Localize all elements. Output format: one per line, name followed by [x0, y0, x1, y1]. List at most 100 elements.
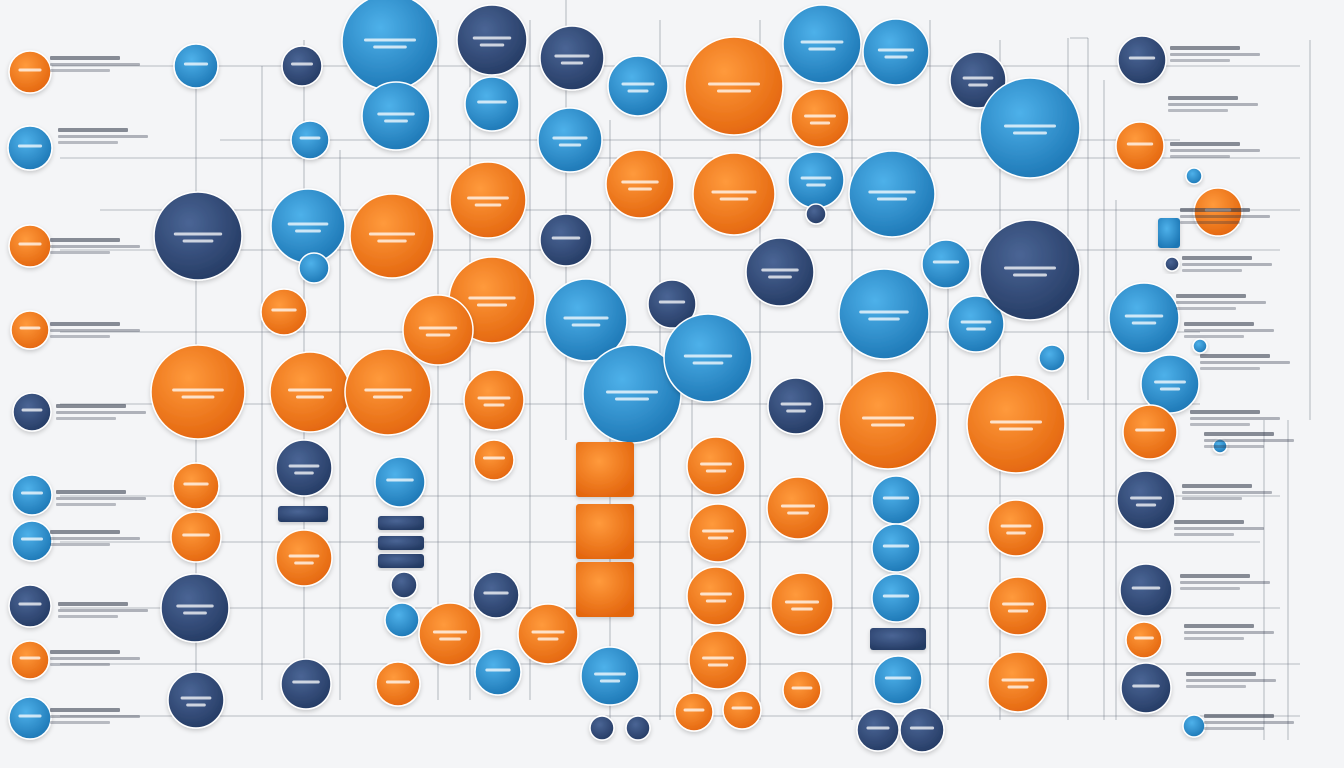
node-circle [873, 655, 923, 705]
annotation-text-placeholder [1168, 96, 1238, 100]
node-circle [167, 671, 225, 729]
diagram-node [782, 4, 862, 84]
annotation-text-placeholder [1170, 46, 1240, 50]
node-circle [160, 573, 230, 643]
node-circle [344, 348, 432, 436]
node-circle [871, 573, 921, 623]
annotation-text-placeholder [1190, 410, 1260, 414]
annotation-text-placeholder [1204, 445, 1264, 448]
diagram-node [871, 523, 921, 573]
node-label-placeholder [1004, 266, 1056, 270]
node-label-placeholder [1004, 124, 1056, 128]
annotation-text-placeholder [50, 329, 140, 332]
diagram-node [862, 18, 930, 86]
node-label-placeholder [1135, 428, 1165, 432]
diagram-node [966, 374, 1066, 474]
node-circle [805, 203, 827, 225]
node-label-placeholder [791, 686, 813, 690]
annotation-text-placeholder [1176, 294, 1246, 298]
node-label-placeholder [182, 239, 214, 243]
node-label-placeholder [299, 136, 321, 140]
annotation-text-placeholder [1176, 301, 1266, 304]
annotation-text-placeholder [50, 721, 110, 724]
annotation-text-placeholder [1182, 484, 1252, 488]
node-label-placeholder [372, 395, 404, 399]
node-label-placeholder [960, 320, 992, 324]
annotation-text-placeholder [1184, 329, 1274, 332]
node-circle [464, 76, 520, 132]
node-label-placeholder [876, 197, 908, 201]
node-circle [349, 193, 435, 279]
node-circle [921, 239, 971, 289]
node-label-placeholder [700, 462, 732, 466]
node-label-placeholder [717, 89, 751, 93]
diagram-node [517, 603, 579, 665]
diagram-node [402, 294, 474, 366]
node-label-placeholder [377, 239, 407, 243]
diagram-node [449, 161, 527, 239]
node-circle [402, 294, 474, 366]
diagram-node [1212, 438, 1228, 454]
node-label-placeholder [483, 456, 505, 460]
diagram-node [275, 439, 333, 497]
node-circle [947, 295, 1005, 353]
annotation-text-placeholder [1180, 208, 1250, 212]
node-label-placeholder [364, 388, 412, 392]
node-circle [172, 462, 220, 510]
annotation-text-placeholder [50, 657, 140, 660]
diagram-node [167, 671, 225, 729]
diagram-node [605, 149, 675, 219]
node-circle [374, 456, 426, 508]
node-label-placeholder [702, 656, 734, 660]
diagram-node [544, 278, 628, 362]
annotation-text-placeholder [1170, 142, 1240, 146]
node-label-placeholder [385, 680, 411, 684]
diagram-node [921, 239, 971, 289]
diagram-node [539, 213, 593, 267]
annotation-text-placeholder [50, 245, 140, 248]
node-label-placeholder [292, 680, 320, 684]
annotation-text-placeholder [1184, 322, 1254, 326]
diagram-node [539, 25, 605, 91]
node-label-placeholder [418, 326, 458, 330]
annotation-text-placeholder [1182, 491, 1272, 494]
node-circle [663, 313, 753, 403]
diagram-node [150, 344, 246, 440]
diagram-node [170, 511, 222, 563]
node-circle [1117, 35, 1167, 85]
annotation-text-placeholder [58, 128, 128, 132]
diagram-node [290, 120, 330, 160]
annotation-text-placeholder [50, 69, 110, 72]
node-label-placeholder [909, 726, 935, 730]
node-block [278, 506, 328, 522]
node-label-placeholder [477, 100, 507, 104]
node-circle [589, 715, 615, 741]
diagram-node [349, 193, 435, 279]
node-circle [384, 602, 420, 638]
diagram-node [12, 392, 52, 432]
node-label-placeholder [866, 726, 890, 730]
node-circle [361, 81, 431, 151]
diagram-node [275, 529, 333, 587]
node-label-placeholder [1131, 586, 1161, 590]
node-label-placeholder [21, 408, 43, 412]
diagram-node [838, 370, 938, 470]
node-label-placeholder [483, 403, 505, 407]
node-label-placeholder [692, 361, 724, 365]
diagram-node [848, 150, 936, 238]
annotation-text-placeholder [1174, 533, 1234, 536]
node-label-placeholder [884, 55, 908, 59]
node-circle [517, 603, 579, 665]
node-label-placeholder [809, 121, 831, 125]
node-circle [290, 120, 330, 160]
node-label-placeholder [18, 68, 42, 72]
node-label-placeholder [780, 402, 812, 406]
node-label-placeholder [472, 36, 512, 40]
node-label-placeholder [731, 706, 753, 710]
annotation-text-placeholder [1180, 215, 1270, 218]
node-circle [625, 715, 651, 741]
node-label-placeholder [683, 708, 705, 712]
annotation-text-placeholder [1176, 307, 1236, 310]
node-label-placeholder [862, 416, 914, 420]
